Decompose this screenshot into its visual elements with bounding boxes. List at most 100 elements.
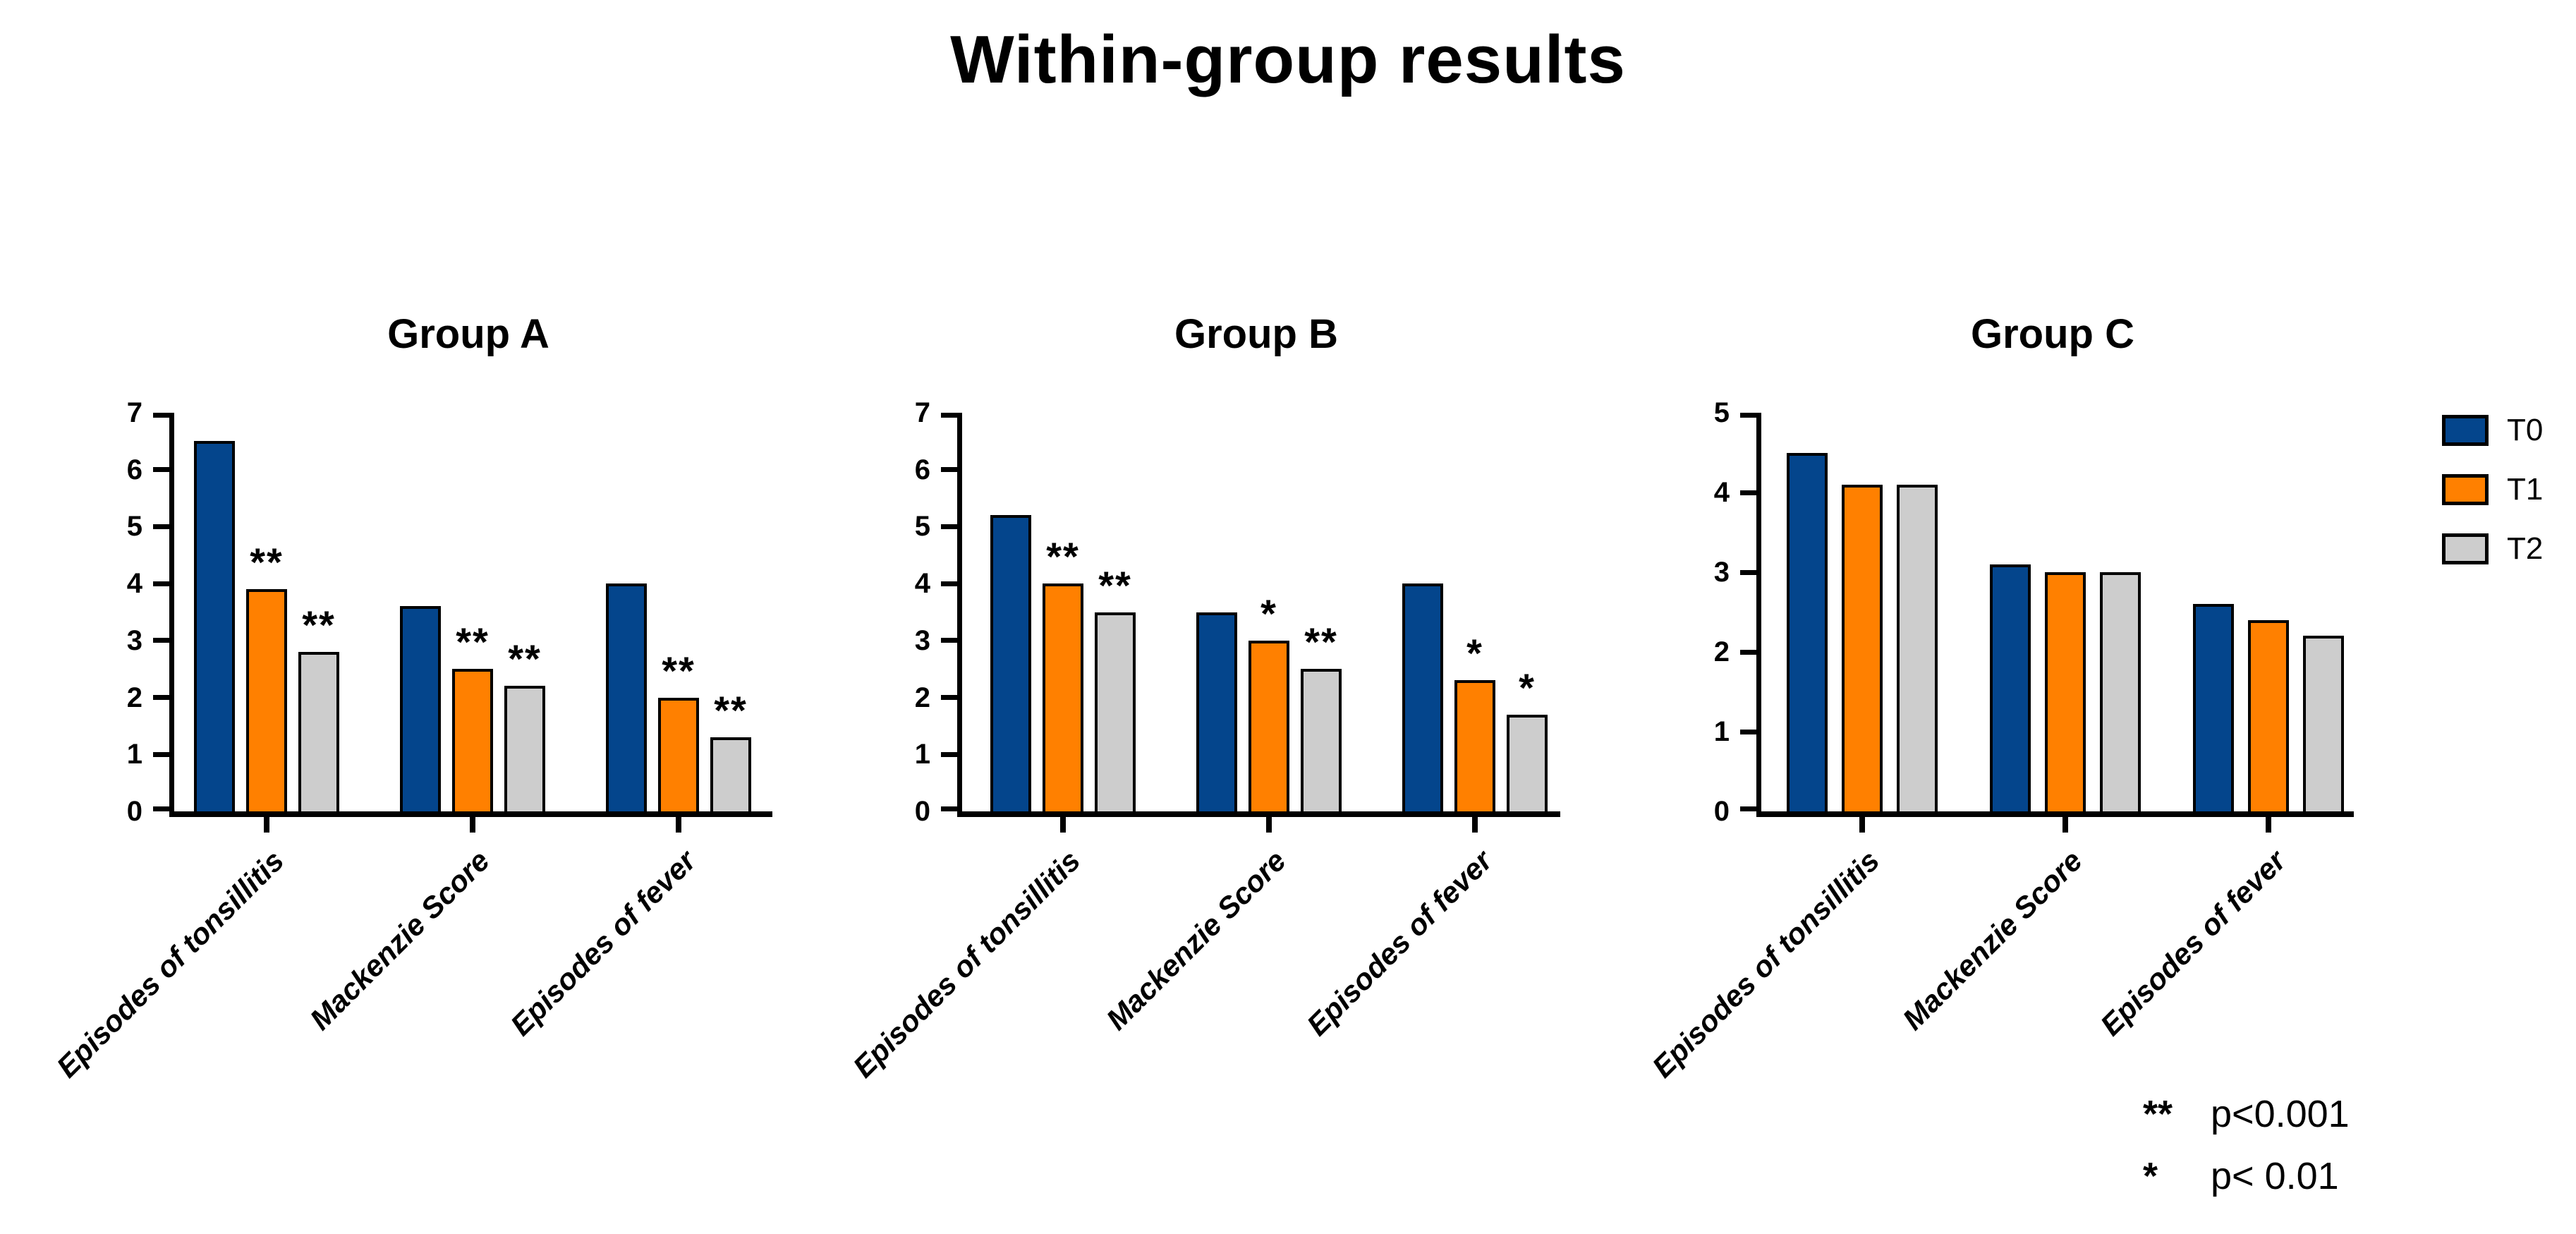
y-axis-tick-label: 1 [126, 739, 142, 770]
y-axis-tick-label: 3 [1713, 557, 1730, 588]
significance-stars: ** [302, 603, 336, 647]
figure-title: Within-group results [950, 22, 1626, 97]
bar-t0-category-2 [1990, 564, 2031, 811]
y-axis-tick-label: 7 [126, 397, 142, 428]
legend-label-t2: T2 [2507, 531, 2544, 566]
legend-item-t2: T2 [2442, 531, 2543, 567]
x-axis-label: Episodes of tonsillitis [1646, 844, 1886, 1084]
y-axis-tick-label: 4 [1713, 477, 1730, 508]
y-axis-tick-label: 4 [914, 568, 930, 600]
y-axis-tick [941, 638, 957, 643]
plot-area-group-b: 0 1 2 3 4 5 6 7 ** ** Episodes of tonsillitis * ** Ma… [846, 397, 1560, 1084]
bar-t2-category-1 [1897, 484, 1938, 811]
y-axis-tick [153, 467, 169, 473]
bar-t2-category-2 [504, 686, 545, 811]
y-axis-tick [941, 467, 957, 473]
plot-area-group-c: 0 1 2 3 4 5 Episodes of tonsillitis Mackenzie S… [1646, 397, 2354, 1084]
bar-t2-category-2 [2100, 572, 2141, 811]
x-axis-tick [1859, 817, 1865, 833]
legend-swatch-t1 [2442, 474, 2489, 505]
significance-stars: ** [1098, 562, 1132, 607]
significance-stars: ** [508, 636, 542, 682]
x-axis-label: Episodes of tonsillitis [846, 844, 1087, 1084]
chart-title-group-c: Group C [1971, 311, 2134, 357]
bar-t0-category-1 [194, 441, 235, 811]
significance-note-line-2: * p< 0.01 [2143, 1154, 2350, 1216]
significance-note: ** p<0.001 * p< 0.01 [2143, 1092, 2350, 1216]
chart-title-group-b: Group B [1174, 311, 1338, 357]
significance-stars: ** [1046, 534, 1080, 579]
bar-t2-category-3 [2303, 636, 2344, 811]
legend-swatch-t2 [2442, 533, 2489, 564]
chart-title-group-a: Group A [387, 311, 549, 357]
bar-t0-category-2 [1196, 612, 1237, 811]
significance-stars: ** [456, 619, 490, 665]
x-axis-label: Mackenzie Score [1896, 844, 2089, 1036]
x-axis-label: Episodes of tonsillitis [50, 844, 291, 1084]
x-axis-label: Episodes of fever [1300, 844, 1499, 1042]
bar-t1-category-3 [1454, 680, 1495, 811]
significance-stars: ** [1304, 619, 1338, 665]
x-axis-label: Mackenzie Score [1100, 844, 1293, 1036]
y-axis-tick [1740, 569, 1756, 575]
y-axis-tick-label: 3 [914, 624, 930, 656]
bar-t0-category-3 [2193, 604, 2234, 811]
x-axis-label: Episodes of fever [504, 844, 703, 1042]
plot-area-group-a: 0 1 2 3 4 5 6 7 ** ** Episodes of tonsillitis ** ** M… [50, 397, 772, 1084]
y-axis-tick-label: 6 [126, 454, 142, 485]
y-axis-tick-label: 3 [126, 624, 142, 656]
x-axis-tick [1266, 817, 1272, 833]
significance-stars: ** [250, 540, 284, 585]
y-axis-tick-label: 0 [126, 796, 142, 827]
bar-t2-category-3 [1507, 714, 1548, 811]
y-axis-tick [1740, 729, 1756, 734]
y-axis-tick-label: 0 [1713, 796, 1730, 827]
bar-t1-category-2 [2045, 572, 2086, 811]
y-axis-tick [153, 806, 169, 811]
bar-t0-category-2 [400, 606, 441, 811]
x-axis-tick [1060, 817, 1066, 833]
bar-t0-category-1 [990, 515, 1031, 811]
bar-t1-category-2 [1248, 640, 1289, 811]
significance-stars: * [1519, 665, 1536, 710]
legend: T0 T1 T2 [2442, 413, 2543, 591]
bar-t2-category-2 [1301, 669, 1342, 811]
y-axis-tick-label: 5 [1713, 397, 1730, 428]
x-axis-tick [676, 817, 681, 833]
legend-item-t1: T1 [2442, 472, 2543, 507]
significance-text-p001: p<0.001 [2211, 1093, 2350, 1135]
y-axis-tick [153, 638, 169, 643]
y-axis-tick [1740, 413, 1756, 418]
significance-stars: * [1260, 591, 1277, 636]
y-axis-tick [941, 751, 957, 757]
bar-t0-category-3 [1402, 583, 1443, 811]
bar-t1-category-1 [1842, 484, 1883, 811]
y-axis-tick [1740, 490, 1756, 495]
significance-stars: ** [714, 688, 748, 733]
x-axis-tick [264, 817, 269, 833]
y-axis-tick-label: 2 [914, 682, 930, 713]
y-axis-tick [941, 524, 957, 529]
bar-t1-category-3 [658, 697, 699, 811]
y-axis-tick-label: 1 [1713, 716, 1730, 747]
significance-stars: ** [662, 648, 695, 693]
significance-text-p01: p< 0.01 [2211, 1155, 2339, 1197]
x-axis-tick [2062, 817, 2068, 833]
y-axis-tick [153, 751, 169, 757]
legend-label-t0: T0 [2507, 413, 2544, 447]
bar-t2-category-1 [298, 652, 339, 811]
x-axis-tick [2266, 817, 2271, 833]
y-axis-tick-label: 5 [126, 511, 142, 543]
y-axis-tick [153, 581, 169, 586]
y-axis-tick-label: 4 [126, 568, 142, 600]
legend-swatch-t0 [2442, 415, 2489, 446]
y-axis-tick [941, 581, 957, 586]
bar-t2-category-1 [1095, 612, 1136, 811]
y-axis-tick [153, 524, 169, 529]
y-axis-tick-label: 1 [914, 739, 930, 770]
legend-label-t1: T1 [2507, 472, 2544, 507]
bar-t1-category-1 [1043, 583, 1083, 811]
y-axis-tick-label: 0 [914, 796, 930, 827]
y-axis-tick [153, 695, 169, 701]
x-axis-tick [470, 817, 475, 833]
